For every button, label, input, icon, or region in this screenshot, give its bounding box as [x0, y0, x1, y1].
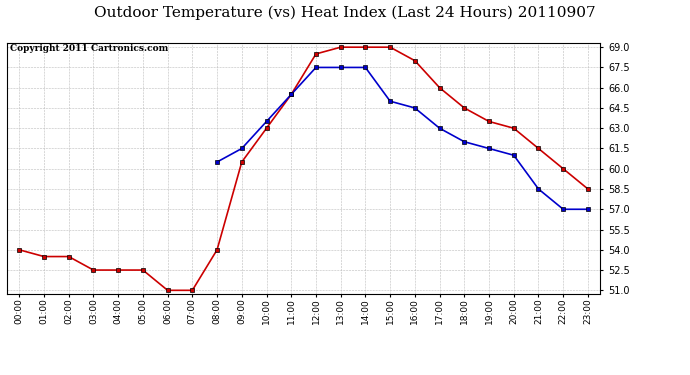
Text: Copyright 2011 Cartronics.com: Copyright 2011 Cartronics.com: [10, 44, 168, 53]
Text: Outdoor Temperature (vs) Heat Index (Last 24 Hours) 20110907: Outdoor Temperature (vs) Heat Index (Las…: [95, 6, 595, 20]
